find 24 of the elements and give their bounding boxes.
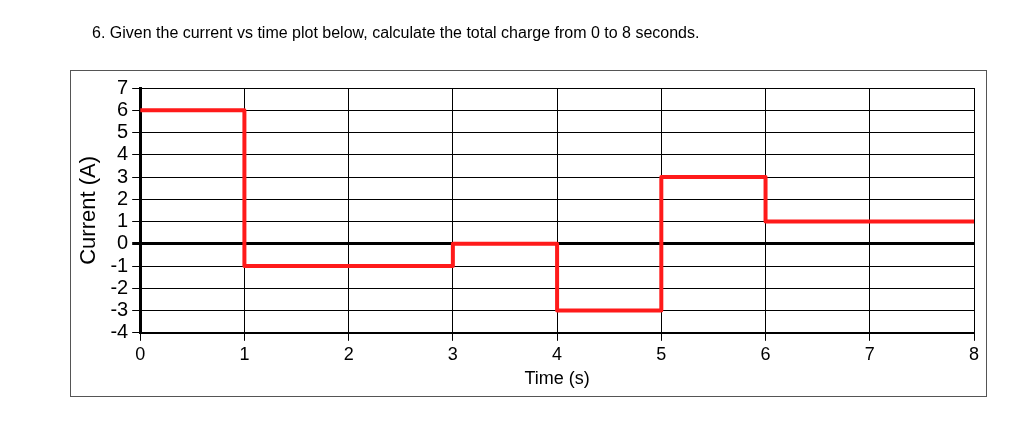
x-axis-title: Time (s) [524,368,590,389]
y-tick-label: 7 [117,75,129,98]
y-tick-label: 6 [117,97,129,120]
x-tick-label: 3 [447,343,458,364]
x-tick-label: 4 [552,343,563,364]
y-tick-label: 1 [117,209,129,232]
x-tick-label: 7 [864,343,875,364]
y-axis-title: Current (A) [75,156,101,265]
y-tick-label: -3 [110,298,129,321]
y-tick-label: 3 [117,164,129,187]
x-tick-label: 0 [135,343,146,364]
chart-title: 6. Given the current vs time plot below, calculate the total charge from 0 to 8 seconds. [92,24,700,42]
y-tick-label: 0 [117,231,129,254]
y-tick-label: 2 [117,186,129,209]
x-tick-label: 2 [343,343,354,364]
y-tick-label: -2 [110,275,129,298]
y-tick-label: -4 [110,320,129,343]
y-tick-label: 5 [117,120,129,143]
x-tick-label: 6 [760,343,771,364]
y-tick-label: -1 [110,253,129,276]
y-tick-label: 4 [117,142,129,165]
x-tick-label: 1 [239,343,250,364]
x-tick-label: 8 [968,343,980,364]
x-tick-label: 5 [656,343,667,364]
